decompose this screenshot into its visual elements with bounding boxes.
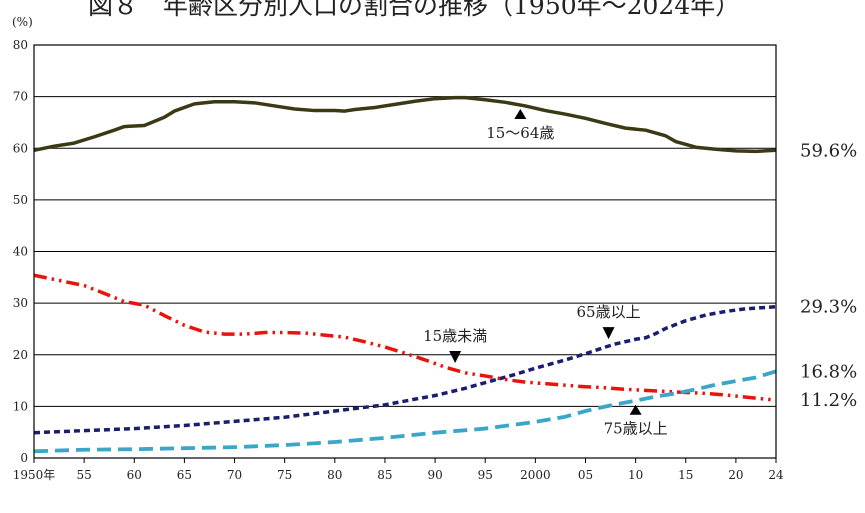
y-tick-label-40: 40	[13, 245, 28, 259]
series-line-3	[33, 369, 777, 454]
y-tick-label-30: 30	[13, 296, 28, 310]
x-tick-label-1975: 75	[277, 468, 292, 482]
annotation-label-2: 65歳以上	[577, 303, 641, 321]
x-tick-label-2020: 20	[728, 468, 743, 482]
annotations: 15～64歳 15歳未満 65歳以上 75歳以上	[423, 109, 668, 438]
y-tick-label-50: 50	[13, 193, 28, 207]
annotation-label-3: 75歳以上	[604, 420, 668, 438]
series-line-2	[33, 273, 777, 402]
chart-title: 図８ 年齢区分別人口の割合の推移（1950年～2024年）	[88, 0, 741, 20]
series-line-0	[33, 95, 777, 154]
annotation-label-0: 15～64歳	[486, 124, 554, 142]
y-tick-label-0: 0	[20, 451, 28, 465]
x-tick-label-1960: 60	[127, 468, 142, 482]
annotation-marker-3	[629, 404, 642, 415]
axes	[33, 44, 777, 463]
end-value-label-1: 29.3%	[800, 297, 857, 318]
y-tick-label-70: 70	[13, 90, 28, 104]
annotation-marker-0	[514, 109, 527, 120]
y-tick-label-60: 60	[13, 141, 28, 155]
end-value-label-0: 59.6%	[800, 140, 857, 161]
x-tick-label-2000: 2000	[520, 468, 551, 482]
end-value-labels: 59.6% 29.3% 16.8% 11.2%	[800, 140, 857, 411]
annotation-marker-2	[602, 327, 615, 340]
series-line-1	[33, 304, 777, 435]
x-tick-label-1950: 1950年	[13, 468, 56, 482]
x-tick-label-1985: 85	[377, 468, 392, 482]
x-tick-label-1980: 80	[327, 468, 342, 482]
tick-labels: 0 10 20 30 40 50 60 70 80 1950年 55 60 65 70 75 80 85 90 95…	[13, 38, 784, 482]
x-tick-label-1995: 95	[478, 468, 493, 482]
y-tick-label-20: 20	[13, 348, 28, 362]
x-tick-label-1970: 70	[227, 468, 242, 482]
end-value-label-2: 11.2%	[800, 390, 857, 411]
y-tick-label-80: 80	[13, 38, 28, 52]
x-tick-label-2010: 10	[628, 468, 643, 482]
end-value-label-3: 16.8%	[800, 361, 857, 382]
x-tick-label-2024: 24	[768, 468, 784, 482]
series-lines	[33, 95, 777, 454]
x-tick-label-1965: 65	[177, 468, 192, 482]
x-tick-label-2015: 15	[678, 468, 693, 482]
y-axis-unit-label: (%)	[12, 15, 33, 29]
annotation-label-1: 15歳未満	[423, 327, 487, 345]
x-tick-label-1955: 55	[76, 468, 91, 482]
y-tick-label-10: 10	[13, 399, 28, 413]
x-tick-label-1990: 90	[427, 468, 442, 482]
x-tick-label-2005: 05	[578, 468, 593, 482]
plot-area-border	[33, 44, 777, 459]
annotation-marker-1	[449, 350, 462, 363]
